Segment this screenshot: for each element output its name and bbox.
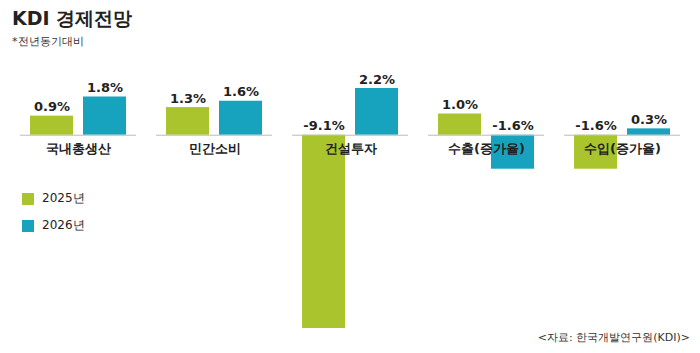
svg-text:-1.6%: -1.6% [575,118,616,133]
html-text:*전년동기대비: *전년동기대비 [12,35,84,48]
svg-text:1.8%: 1.8% [87,80,123,95]
svg-text:2.2%: 2.2% [359,72,395,87]
html-text:KDI 경제전망: KDI 경제전망 [12,7,133,29]
html-text:<자료: 한국개발연구원(KDI)>: <자료: 한국개발연구원(KDI)> [537,331,690,344]
svg-text:수입(증가율): 수입(증가율) [584,141,661,156]
svg-text:민간소비: 민간소비 [189,141,241,156]
svg-text:0.9%: 0.9% [34,99,70,114]
svg-text:1.3%: 1.3% [170,91,206,106]
svg-text:0.3%: 0.3% [631,112,667,127]
html-text:2026년: 2026년 [42,218,85,232]
svg-text:-1.6%: -1.6% [492,118,533,133]
svg-text:수출(증가율): 수출(증가율) [448,141,525,156]
svg-text:-9.1%: -9.1% [303,118,344,133]
svg-text:건설투자: 건설투자 [325,141,377,156]
svg-text:1.0%: 1.0% [442,97,478,112]
svg-text:국내총생산: 국내총생산 [46,141,111,156]
svg-text:1.6%: 1.6% [223,84,259,99]
html-text:2025년: 2025년 [42,191,85,205]
